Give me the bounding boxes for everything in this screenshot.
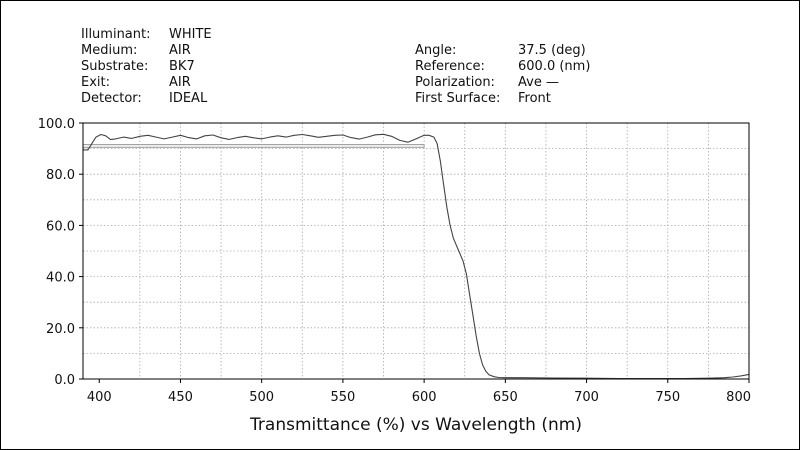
info-right-block: Angle: 37.5 (deg) Reference: 600.0 (nm) Pola… — [415, 43, 590, 106]
info-right-label: First Surface: — [415, 91, 500, 106]
y-tick-label: 40.0 — [46, 271, 75, 286]
y-tick-label: 100.0 — [38, 117, 75, 132]
reference-band — [82, 144, 425, 148]
info-left-label: Substrate: — [81, 59, 148, 74]
info-right-value: 600.0 (nm) — [518, 59, 590, 74]
x-tick-label: 550 — [330, 390, 355, 405]
grid — [83, 123, 749, 379]
y-tick-label: 80.0 — [46, 168, 75, 183]
y-tick-label: 60.0 — [46, 219, 75, 234]
info-right-label: Angle: — [415, 43, 456, 58]
reference-band-rect — [82, 144, 425, 148]
info-left-value: IDEAL — [169, 91, 208, 106]
x-tick-label: 500 — [249, 390, 274, 405]
x-tick-label: 650 — [493, 390, 518, 405]
info-right-label: Polarization: — [415, 75, 495, 90]
x-tick-label: 600 — [412, 390, 437, 405]
y-tick-label: 0.0 — [54, 373, 75, 388]
info-left-label: Illuminant: — [81, 27, 151, 42]
x-tick-label: 400 — [87, 390, 112, 405]
x-tick-label: 450 — [168, 390, 193, 405]
info-left-value: BK7 — [169, 59, 195, 74]
info-right-label: Reference: — [415, 59, 485, 74]
chart-title: Transmittance (%) vs Wavelength (nm) — [249, 415, 582, 435]
y-axis: 0.0 20.0 40.0 60.0 80.0 100.0 — [38, 117, 83, 388]
info-right-value: Front — [518, 91, 551, 106]
series-line-transmittance — [83, 133, 750, 380]
y-tick-label: 20.0 — [46, 322, 75, 337]
x-axis: 400 450 500 550 600 650 700 750 800 — [87, 379, 751, 405]
info-left-value: WHITE — [169, 27, 212, 42]
series-group — [83, 133, 750, 380]
plot-border — [82, 122, 750, 380]
info-right-value: 37.5 (deg) — [518, 43, 586, 58]
info-left-label: Medium: — [81, 43, 137, 58]
x-tick-label: 750 — [655, 390, 680, 405]
x-tick-label: 700 — [574, 390, 599, 405]
info-left-block: Illuminant: WHITE Medium: AIR Substrate: BK7 E… — [81, 27, 212, 106]
info-left-label: Detector: — [81, 91, 142, 106]
info-left-value: AIR — [169, 75, 191, 90]
x-tick-label: 800 — [726, 390, 751, 405]
info-left-label: Exit: — [81, 75, 110, 90]
info-right-value: Ave — — [518, 75, 559, 90]
info-left-value: AIR — [169, 43, 191, 58]
